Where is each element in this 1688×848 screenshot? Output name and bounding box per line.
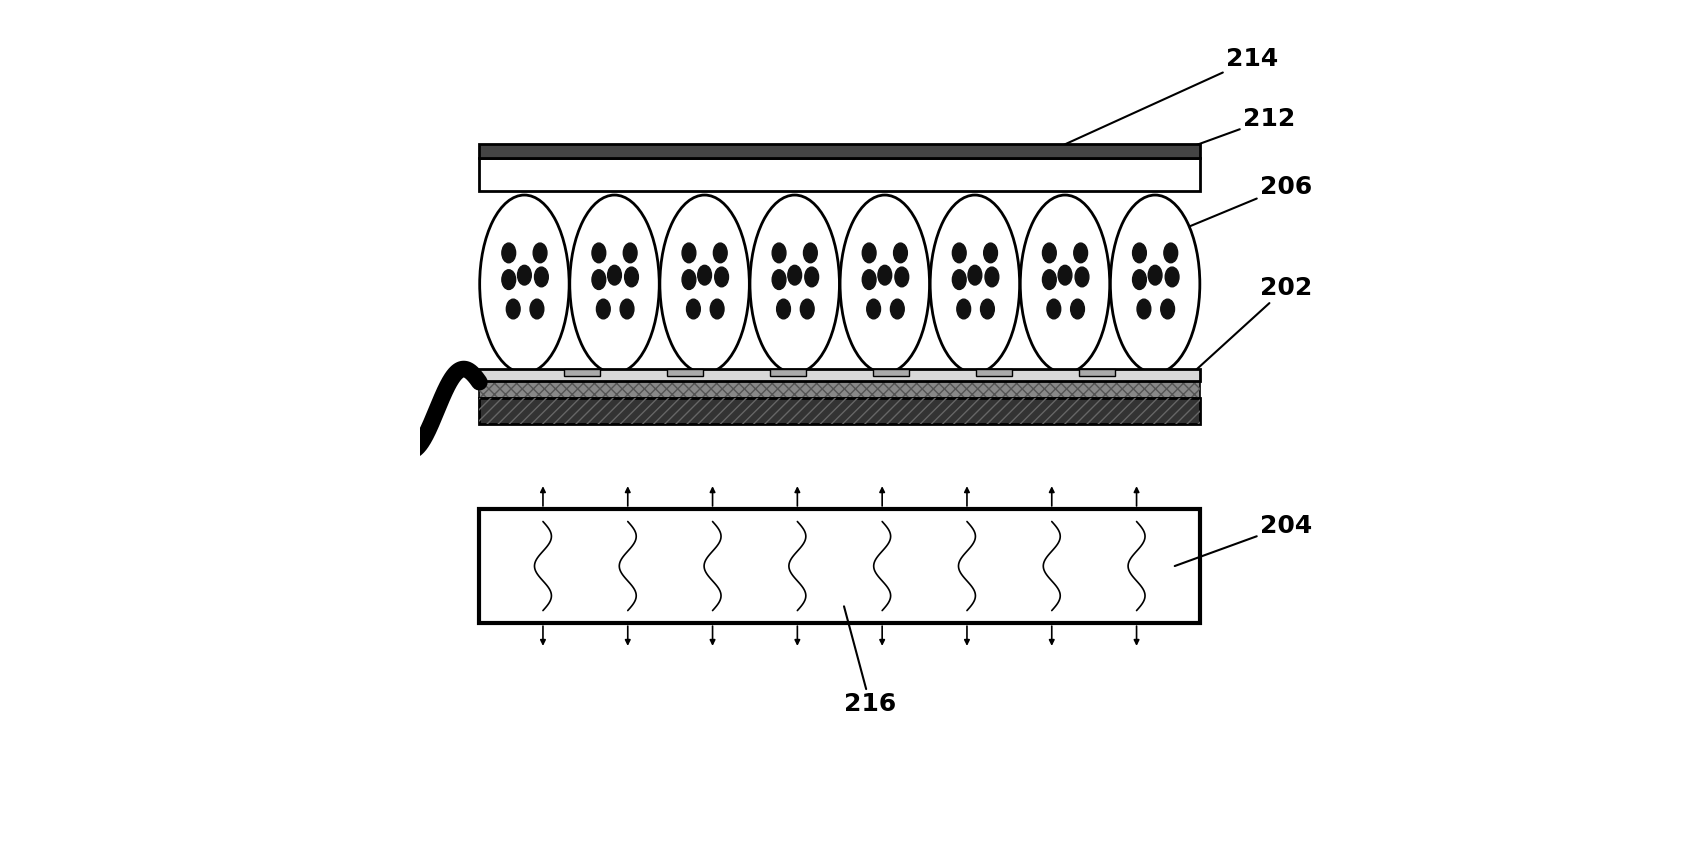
Ellipse shape — [863, 270, 876, 289]
Ellipse shape — [682, 270, 695, 289]
Ellipse shape — [623, 243, 636, 263]
Ellipse shape — [711, 299, 724, 319]
Ellipse shape — [506, 299, 520, 319]
Ellipse shape — [967, 265, 982, 285]
Ellipse shape — [682, 243, 695, 263]
Bar — [873, 369, 910, 377]
Ellipse shape — [866, 299, 881, 319]
Text: 206: 206 — [1158, 175, 1312, 239]
Ellipse shape — [697, 265, 712, 285]
Ellipse shape — [771, 270, 787, 289]
Ellipse shape — [535, 267, 549, 287]
Bar — [770, 369, 807, 377]
Ellipse shape — [687, 299, 701, 319]
Ellipse shape — [1161, 299, 1175, 319]
Bar — [479, 398, 1200, 424]
Bar — [479, 369, 1200, 381]
Bar — [667, 369, 704, 377]
Ellipse shape — [952, 270, 966, 289]
Ellipse shape — [1133, 243, 1146, 263]
Text: 214: 214 — [1057, 47, 1278, 148]
Ellipse shape — [1047, 299, 1060, 319]
Text: 204: 204 — [1175, 514, 1312, 566]
Ellipse shape — [984, 243, 998, 263]
Ellipse shape — [841, 195, 930, 373]
Ellipse shape — [1075, 267, 1089, 287]
Ellipse shape — [1020, 195, 1109, 373]
Ellipse shape — [776, 299, 790, 319]
Ellipse shape — [479, 195, 569, 373]
Ellipse shape — [771, 243, 787, 263]
Bar — [479, 158, 1200, 191]
Text: 212: 212 — [1116, 107, 1295, 175]
Text: 216: 216 — [844, 606, 896, 716]
Ellipse shape — [800, 299, 814, 319]
Ellipse shape — [891, 299, 905, 319]
Ellipse shape — [501, 243, 515, 263]
Ellipse shape — [533, 243, 547, 263]
Ellipse shape — [518, 265, 532, 285]
Ellipse shape — [1043, 243, 1057, 263]
Ellipse shape — [1148, 265, 1161, 285]
Bar — [479, 381, 1200, 398]
Bar — [1079, 369, 1116, 377]
Bar — [976, 369, 1013, 377]
Ellipse shape — [1111, 195, 1200, 373]
Text: 202: 202 — [1175, 276, 1312, 389]
Ellipse shape — [1058, 265, 1072, 285]
Ellipse shape — [592, 270, 606, 289]
Ellipse shape — [863, 243, 876, 263]
Ellipse shape — [714, 267, 729, 287]
Bar — [564, 369, 601, 377]
Ellipse shape — [1133, 270, 1146, 289]
Bar — [479, 381, 1200, 398]
Ellipse shape — [625, 267, 638, 287]
Ellipse shape — [957, 299, 971, 319]
Ellipse shape — [1165, 267, 1178, 287]
Ellipse shape — [952, 243, 966, 263]
Bar — [479, 144, 1200, 159]
Ellipse shape — [930, 195, 1020, 373]
Ellipse shape — [895, 267, 908, 287]
Ellipse shape — [1070, 299, 1084, 319]
Ellipse shape — [530, 299, 544, 319]
Ellipse shape — [1165, 243, 1178, 263]
Ellipse shape — [788, 265, 802, 285]
Ellipse shape — [749, 195, 839, 373]
Ellipse shape — [878, 265, 891, 285]
Ellipse shape — [619, 299, 635, 319]
Ellipse shape — [571, 195, 660, 373]
Ellipse shape — [596, 299, 611, 319]
Ellipse shape — [981, 299, 994, 319]
Ellipse shape — [1074, 243, 1087, 263]
Ellipse shape — [893, 243, 908, 263]
Ellipse shape — [1138, 299, 1151, 319]
Ellipse shape — [803, 243, 817, 263]
Bar — [479, 509, 1200, 623]
Ellipse shape — [805, 267, 819, 287]
Ellipse shape — [608, 265, 621, 285]
Bar — [479, 398, 1200, 424]
Ellipse shape — [986, 267, 999, 287]
Ellipse shape — [501, 270, 515, 289]
Ellipse shape — [660, 195, 749, 373]
Ellipse shape — [592, 243, 606, 263]
Ellipse shape — [714, 243, 728, 263]
Ellipse shape — [1043, 270, 1057, 289]
